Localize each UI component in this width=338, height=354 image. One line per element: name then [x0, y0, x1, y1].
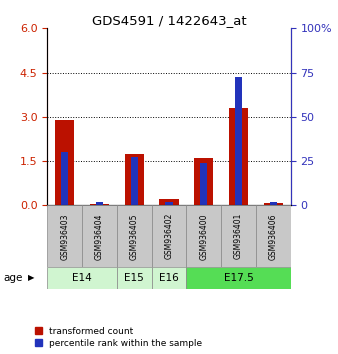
Bar: [160, 199, 178, 205]
Bar: [270, 202, 277, 205]
Bar: [125, 154, 144, 205]
Bar: [55, 120, 74, 205]
Bar: [256, 205, 291, 267]
Text: ▶: ▶: [28, 273, 34, 282]
Text: E16: E16: [159, 273, 179, 283]
Bar: [165, 202, 173, 205]
Bar: [96, 202, 103, 205]
Bar: [235, 77, 242, 205]
Bar: [152, 205, 186, 267]
Text: GSM936403: GSM936403: [60, 213, 69, 259]
Bar: [221, 205, 256, 267]
Bar: [186, 267, 291, 289]
Text: E14: E14: [72, 273, 92, 283]
Title: GDS4591 / 1422643_at: GDS4591 / 1422643_at: [92, 14, 246, 27]
Text: E15: E15: [124, 273, 144, 283]
Bar: [90, 204, 109, 205]
Bar: [229, 108, 248, 205]
Text: GSM936406: GSM936406: [269, 213, 278, 259]
Bar: [264, 203, 283, 205]
Bar: [194, 158, 213, 205]
Bar: [117, 205, 152, 267]
Legend: transformed count, percentile rank within the sample: transformed count, percentile rank withi…: [35, 327, 202, 348]
Bar: [47, 205, 82, 267]
Bar: [61, 152, 68, 205]
Bar: [47, 267, 117, 289]
Text: GSM936401: GSM936401: [234, 213, 243, 259]
Bar: [117, 267, 152, 289]
Text: GSM936400: GSM936400: [199, 213, 208, 259]
Bar: [200, 162, 208, 205]
Text: GSM936405: GSM936405: [130, 213, 139, 259]
Text: age: age: [3, 273, 23, 283]
Bar: [152, 267, 186, 289]
Text: E17.5: E17.5: [224, 273, 254, 283]
Text: GSM936404: GSM936404: [95, 213, 104, 259]
Bar: [130, 156, 138, 205]
Text: GSM936402: GSM936402: [165, 213, 173, 259]
Bar: [82, 205, 117, 267]
Bar: [186, 205, 221, 267]
